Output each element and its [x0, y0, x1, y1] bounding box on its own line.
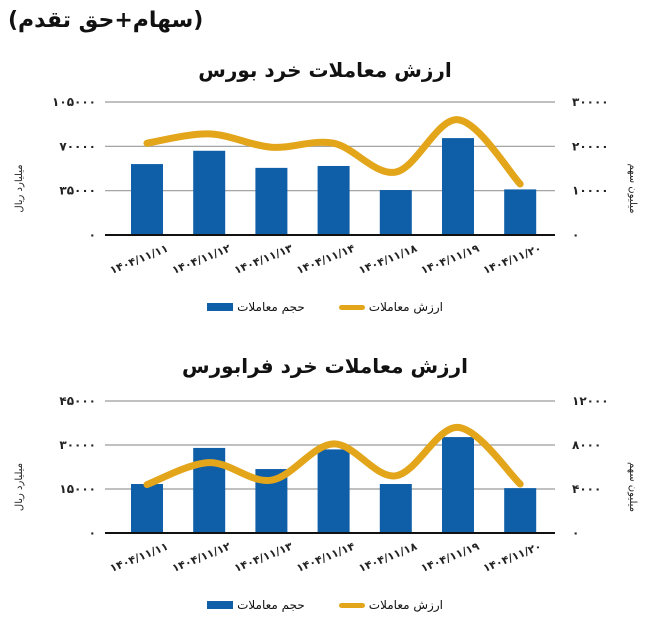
page-tag: (سهام+حق تقدم)	[8, 8, 204, 33]
bar	[255, 167, 288, 235]
category-label: ۱۴۰۴/۱۱/۱۴	[295, 242, 357, 277]
value-line	[143, 116, 524, 188]
left-tick-label: ۳۵۰۰۰	[59, 184, 96, 198]
right-axis-title: میلیون سهم	[627, 163, 638, 213]
legend-label-value: ارزش معاملات	[368, 300, 443, 314]
right-tick-label: ۱۰۰۰۰	[572, 184, 609, 198]
line-swatch-icon	[338, 602, 365, 608]
legend-item-volume: حجم معاملات	[207, 598, 305, 612]
bar-swatch-icon	[207, 601, 234, 609]
legend-item-volume: حجم معاملات	[207, 300, 305, 314]
legend-label-volume: حجم معاملات	[237, 598, 305, 612]
bar	[442, 138, 474, 235]
right-tick-label: ۳۰۰۰۰	[572, 95, 609, 109]
line-swatch-icon	[338, 304, 365, 310]
chart-title-farabourse: ارزش معاملات خرد فرابورس	[182, 354, 468, 378]
legend-farabourse: ارزش معاملات حجم معاملات	[0, 598, 650, 612]
left-tick-label: ۷۰۰۰۰	[59, 139, 96, 153]
bar	[193, 150, 226, 235]
bar-swatch-icon	[207, 303, 234, 311]
category-label: ۱۴۰۴/۱۱/۱۲	[170, 242, 232, 277]
legend-item-value: ارزش معاملات	[338, 598, 443, 612]
category-label: ۱۴۰۴/۱۱/۱۳	[232, 242, 294, 277]
bar	[131, 164, 163, 235]
right-tick-label: ۰	[572, 228, 579, 242]
bar	[504, 189, 537, 235]
legend-bourse: ارزش معاملات حجم معاملات	[0, 300, 650, 314]
legend-label-volume: حجم معاملات	[237, 300, 305, 314]
category-label: ۱۴۰۴/۱۱/۱۸	[357, 242, 419, 277]
left-axis-title: میلیارد ریال	[14, 164, 25, 212]
right-tick-label: ۲۰۰۰۰	[572, 139, 609, 153]
category-label: ۱۴۰۴/۱۱/۲۰	[481, 242, 543, 277]
legend-item-value: ارزش معاملات	[338, 300, 443, 314]
chart-title-bourse: ارزش معاملات خرد بورس	[198, 58, 452, 82]
bar	[379, 190, 412, 235]
category-label: ۱۴۰۴/۱۱/۱۱	[108, 242, 170, 277]
left-tick-label: ۱۰۵۰۰۰	[52, 95, 96, 109]
legend-label-value: ارزش معاملات	[368, 598, 443, 612]
left-tick-label: ۰	[89, 228, 96, 242]
bar	[317, 165, 350, 235]
category-label: ۱۴۰۴/۱۱/۱۹	[419, 242, 481, 277]
